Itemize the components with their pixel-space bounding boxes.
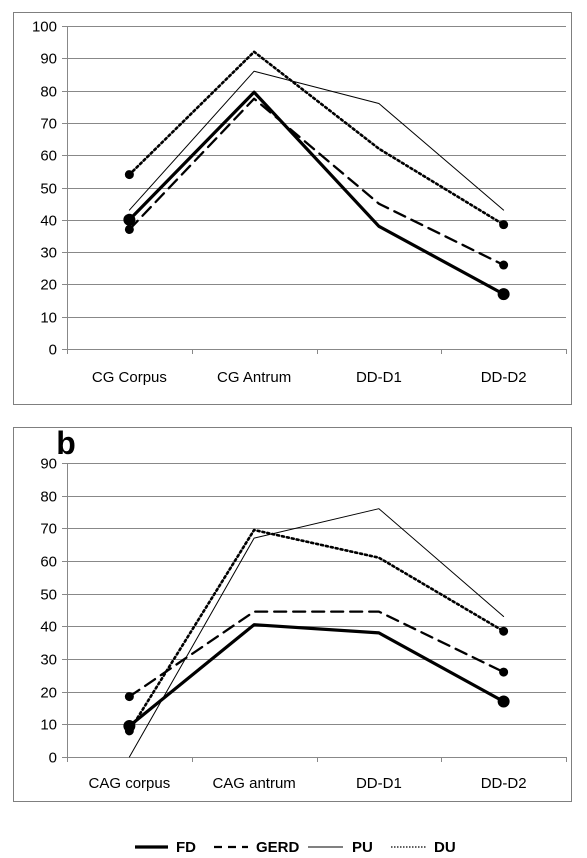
panel-label: b (56, 425, 76, 461)
y-tick-label: 0 (49, 750, 57, 767)
y-tick-label: 20 (40, 277, 57, 294)
y-tick-label: 50 (40, 181, 57, 198)
y-tick-label: 10 (40, 310, 57, 327)
chart-frame (13, 12, 572, 405)
series-line-fd (127, 90, 506, 296)
data-point-fd (497, 695, 510, 708)
series-line-gerd (128, 610, 505, 698)
series-line-pu (128, 508, 505, 758)
panel-a-chart: 0 10 20 30 40 50 60 70 80 90 100 CG Corpus CG Antrum… (13, 12, 572, 405)
data-point-du (499, 626, 509, 636)
data-point-du (124, 170, 134, 180)
y-tick-label: 80 (40, 84, 57, 101)
y-tick-label: 100 (32, 19, 57, 36)
legend-label-gerd: GERD (256, 839, 300, 856)
x-tick-label: CAG antrum (212, 775, 295, 792)
data-point-du (124, 726, 134, 736)
legend-label-fd: FD (176, 839, 196, 856)
x-tick-label: CG Antrum (217, 369, 291, 386)
y-tick-label: 60 (40, 554, 57, 571)
y-tick-label: 80 (40, 489, 57, 506)
series-line-du (128, 50, 505, 226)
x-tick-label: CAG corpus (89, 775, 171, 792)
data-point-gerd (124, 224, 134, 234)
y-tick-label: 30 (40, 652, 57, 669)
chart-frame (13, 427, 572, 802)
y-tick-label: 20 (40, 685, 57, 702)
series-line-fd (127, 623, 506, 728)
data-point-fd (497, 288, 510, 301)
y-tick-label: 40 (40, 619, 57, 636)
x-tick-label: DD-D1 (356, 369, 402, 386)
y-tick-label: 30 (40, 245, 57, 262)
y-tick-label: 10 (40, 717, 57, 734)
series-line-du (128, 528, 505, 733)
legend: FD GERD PU DU (135, 839, 456, 856)
x-tick-label: CG Corpus (92, 369, 167, 386)
series-line-pu (128, 70, 505, 211)
x-tick-label: DD-D2 (481, 775, 527, 792)
y-tick-label: 60 (40, 148, 57, 165)
x-tick-label: DD-D1 (356, 775, 402, 792)
y-tick-label: 90 (40, 51, 57, 68)
y-tick-label: 90 (40, 456, 57, 473)
x-tick-label: DD-D2 (481, 369, 527, 386)
data-point-gerd (499, 260, 509, 270)
y-tick-label: 50 (40, 587, 57, 604)
data-point-fd (123, 213, 136, 226)
y-tick-label: 0 (49, 342, 57, 359)
legend-label-du: DU (434, 839, 456, 856)
y-tick-label: 70 (40, 521, 57, 538)
y-tick-label: 70 (40, 116, 57, 133)
panel-b-chart: 0 10 20 30 40 50 60 70 80 90 CAG corpus CAG antrum D… (13, 425, 572, 802)
legend-label-pu: PU (352, 839, 373, 856)
data-point-gerd (124, 692, 134, 702)
y-tick-label: 40 (40, 213, 57, 230)
data-point-gerd (499, 667, 509, 677)
data-point-du (499, 220, 509, 230)
